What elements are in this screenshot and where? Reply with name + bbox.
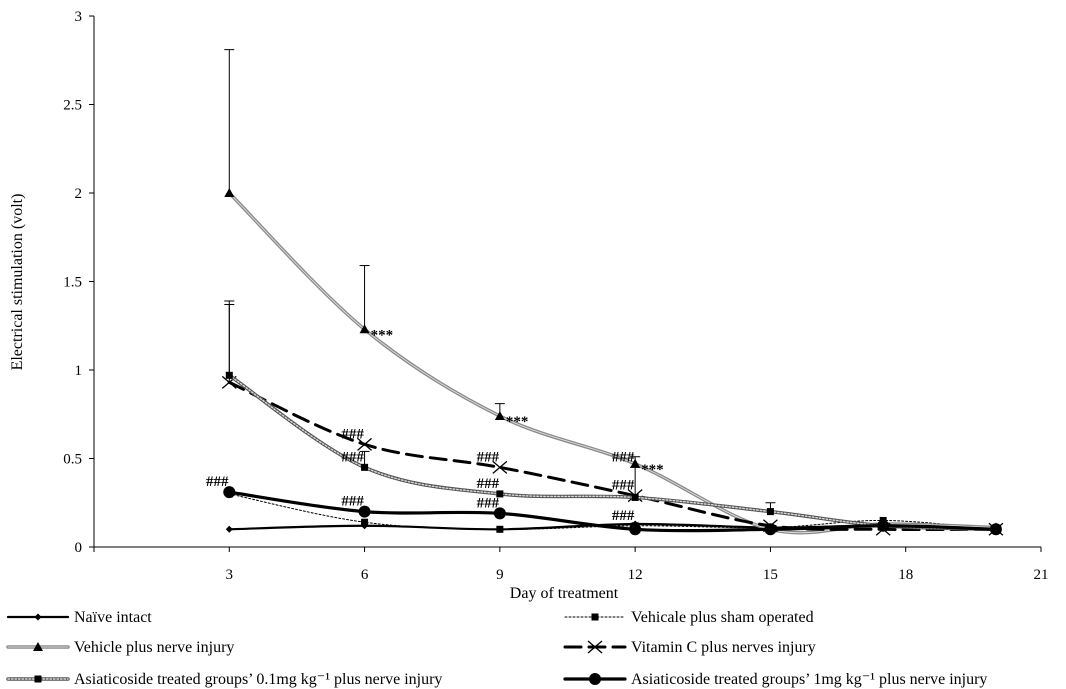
significance-hash-label: ### [612, 508, 635, 524]
significance-hash-label: ### [612, 478, 635, 494]
y-tick-label: 2 [75, 186, 83, 202]
significance-star-label: *** [641, 462, 664, 478]
data-point [492, 460, 508, 474]
series-4 [221, 300, 1004, 536]
y-tick-label: 1 [75, 363, 83, 379]
x-tick-label: 3 [226, 567, 234, 583]
legend-item: Vehicale plus sham operated [564, 609, 814, 626]
y-tick-label: 3 [75, 9, 83, 25]
data-point [357, 437, 372, 451]
data-point [225, 371, 233, 379]
x-tick-label: 18 [898, 567, 913, 583]
legend-label: Asiaticoside treated groups’ 1mg kg⁻¹ pl… [631, 671, 987, 688]
legend-label: Vehicale plus sham operated [631, 609, 814, 626]
data-point [225, 525, 233, 533]
data-point [494, 411, 505, 421]
y-tick-label: 0.5 [63, 452, 82, 468]
legend-label: Naïve intact [74, 609, 152, 626]
series-6 [223, 486, 1002, 536]
significance-hash-label: ### [341, 449, 364, 465]
x-tick-label: 15 [763, 567, 778, 583]
data-point [496, 490, 504, 498]
legend-swatch-marker [34, 613, 42, 621]
data-point [629, 523, 642, 536]
axes: 0 0.5 1 1.5 2 2.5 3 3 6 9 12 15 18 21 [63, 9, 1048, 583]
y-tick-label: 0 [75, 540, 83, 556]
data-point [764, 523, 777, 536]
data-point [989, 523, 1002, 536]
legend-swatch-marker [589, 673, 601, 685]
legend: Naïve intact Vehicale plus sham operated V… [6, 609, 987, 688]
significance-hash-label: ### [341, 426, 364, 442]
legend-item: Asiaticoside treated groups’ 0.1mg kg⁻¹ … [6, 671, 442, 688]
y-tick-label: 1.5 [63, 275, 82, 291]
legend-item: Vitamin C plus nerves injury [563, 639, 816, 656]
annotation-layer: *** *** *** ### ### ### ### ### ### ### ### ### ### [206, 327, 664, 523]
legend-label: Vitamin C plus nerves injury [631, 639, 816, 656]
data-point [493, 507, 506, 520]
x-tick-label: 9 [496, 567, 504, 583]
x-tick-label: 6 [361, 567, 369, 583]
x-tick-label: 12 [628, 567, 643, 583]
legend-item: Naïve intact [6, 609, 152, 626]
x-tick-label: 21 [1034, 567, 1049, 583]
data-point [223, 486, 236, 499]
significance-star-label: *** [506, 414, 529, 430]
significance-hash-label: ### [341, 494, 364, 510]
significance-hash-label: ### [477, 449, 500, 465]
legend-item: Vehicle plus nerve injury [6, 639, 234, 656]
legend-swatch-marker [34, 675, 42, 683]
y-tick-label: 2.5 [63, 98, 82, 114]
data-point [496, 525, 504, 533]
data-point [630, 458, 641, 468]
data-point [361, 463, 369, 471]
data-point [631, 493, 639, 501]
data-point [766, 508, 774, 516]
data-point [359, 324, 370, 334]
significance-hash-label: ### [206, 474, 229, 490]
legend-swatch-marker [33, 642, 43, 651]
data-point [361, 518, 369, 526]
legend-label: Asiaticoside treated groups’ 0.1mg kg⁻¹ … [74, 671, 442, 688]
legend-swatch-marker [587, 640, 603, 654]
series-layer [221, 49, 1004, 536]
data-point [358, 505, 371, 518]
y-axis-title: Electrical stimulation (volt) [9, 194, 26, 371]
legend-item: Asiaticoside treated groups’ 1mg kg⁻¹ pl… [563, 671, 987, 688]
legend-swatch-marker [591, 613, 599, 621]
significance-hash-label: ### [477, 495, 500, 511]
significance-hash-label: ### [477, 476, 500, 492]
significance-star-label: *** [371, 327, 394, 343]
data-point [224, 188, 235, 197]
data-point [877, 519, 890, 532]
significance-hash-label: ### [612, 449, 635, 465]
legend-label: Vehicle plus nerve injury [74, 639, 234, 656]
x-axis-title: Day of treatment [510, 585, 619, 602]
